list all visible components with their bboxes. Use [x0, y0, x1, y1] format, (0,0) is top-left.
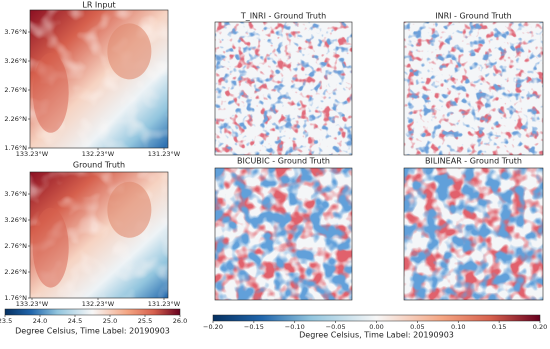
heatmap [404, 168, 543, 300]
panel-title: BICUBIC - Ground Truth [237, 157, 330, 166]
colorbar-tick-label: 0.05 [410, 323, 424, 331]
y-tick-label: 2.76°N [4, 86, 27, 94]
colorbar [212, 314, 541, 322]
panel-frame [29, 9, 169, 149]
panel-title: LR Input [82, 1, 115, 10]
panel: T_INRI - Ground Truth [214, 12, 353, 156]
panel: INRI - Ground Truth [403, 12, 544, 156]
heatmap [30, 172, 168, 298]
colorbar-tick-label: −0.20 [203, 323, 223, 331]
colorbar-tick-label: 0.10 [451, 323, 465, 331]
heatmap-blob [107, 181, 152, 238]
colorbar-tick-label: 0.15 [492, 323, 506, 331]
panel-title: T_INRI - Ground Truth [240, 12, 326, 21]
panel-frame [214, 21, 353, 156]
colorbar-tick-label: 24.5 [68, 317, 82, 325]
heatmap [30, 10, 168, 148]
y-tick-label: 1.76°N [4, 294, 27, 302]
y-tick-label: 2.76°N [4, 242, 27, 250]
panel: BILINEAR - Ground Truth [403, 157, 544, 301]
x-tick-label: 133.23°W [16, 300, 49, 308]
heatmap-blob [32, 207, 69, 288]
heatmap [215, 22, 352, 155]
y-tick-label: 3.76°N [4, 28, 27, 36]
heatmap-blue [215, 22, 352, 155]
panel-frame [214, 167, 353, 301]
x-tick-label: 132.23°W [82, 150, 115, 158]
heatmap-blue [404, 168, 543, 300]
colorbar [4, 308, 181, 316]
colorbar-label: Degree Celsius, Time Label: 20190903 [15, 327, 170, 336]
colorbar-tick-label: 0.20 [533, 323, 547, 331]
colorbar-label: Degree Celsius, Time Label: 20190903 [299, 331, 454, 340]
y-tick-label: 2.26°N [4, 115, 27, 123]
heatmap [404, 22, 543, 155]
heatmap-blob [107, 23, 152, 80]
colorbar-tick-label: 25.0 [103, 317, 117, 325]
y-tick-label: 3.26°N [4, 57, 27, 65]
panel-frame [403, 167, 544, 301]
x-tick-label: 131.23°W [148, 300, 181, 308]
colorbar-tick-label: −0.10 [285, 323, 305, 331]
y-tick-label: 3.26°N [4, 216, 27, 224]
panel-title: BILINEAR - Ground Truth [425, 157, 522, 166]
y-tick-label: 2.26°N [4, 268, 27, 276]
heatmap-blue [404, 22, 543, 155]
panel-title: INRI - Ground Truth [435, 12, 511, 21]
panel: Ground Truth 3.76°N 3.26°N 2.76°N 2.26°N 1.76… [4, 161, 180, 309]
panel-frame [403, 21, 544, 156]
heatmap [215, 168, 352, 300]
x-tick-label: 132.23°W [82, 300, 115, 308]
colorbar-tick-label: 25.5 [138, 317, 152, 325]
panel-title: Ground Truth [73, 161, 125, 170]
panel-frame [29, 171, 169, 299]
heatmap-blue [215, 168, 352, 300]
panel: LR Input3.76°N3.26°N2.76°N2.26°N1.76°N13… [4, 1, 180, 159]
heatmap-blob [32, 52, 69, 133]
panel: BICUBIC - Ground Truth [214, 157, 353, 301]
y-tick-label: 1.76°N [4, 144, 27, 152]
x-tick-label: 131.23°W [148, 150, 181, 158]
colorbar-tick-label: −0.15 [244, 323, 264, 331]
panels: LR Input3.76°N3.26°N2.76°N2.26°N1.76°N13… [4, 1, 544, 309]
y-tick-label: 3.76°N [4, 190, 27, 198]
colorbar-tick-label: 0.00 [369, 323, 383, 331]
colorbar-tick-label: 23.5 [0, 317, 12, 325]
colorbar-tick-label: 26.0 [173, 317, 187, 325]
colorbar-tick-label: 24.0 [33, 317, 47, 325]
x-tick-label: 133.23°W [16, 150, 49, 158]
colorbar-tick-label: −0.05 [326, 323, 346, 331]
